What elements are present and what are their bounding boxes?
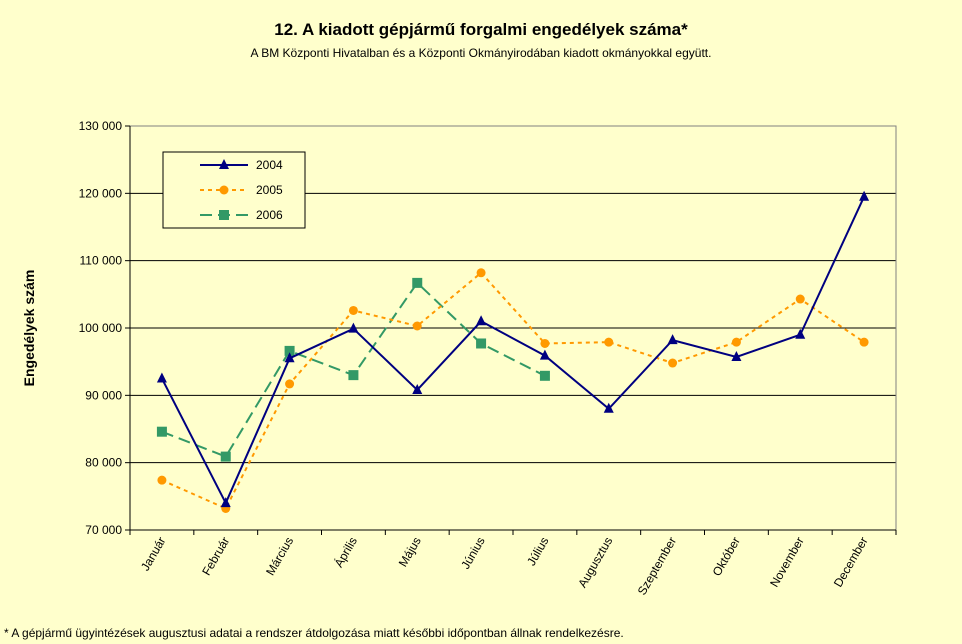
y-tick-label: 70 000 bbox=[85, 523, 122, 537]
x-tick-label: Február bbox=[199, 535, 232, 578]
x-tick-label: Március bbox=[263, 535, 296, 578]
y-tick-label: 80 000 bbox=[85, 456, 122, 470]
data-point bbox=[348, 370, 359, 381]
x-tick-label: December bbox=[831, 535, 871, 590]
data-point bbox=[731, 350, 742, 361]
y-axis-label: Engedélyek szám bbox=[21, 270, 37, 387]
data-point bbox=[859, 337, 869, 347]
data-point bbox=[540, 338, 550, 348]
legend-item-2006: 2006 bbox=[200, 208, 283, 222]
y-tick-label: 90 000 bbox=[85, 388, 122, 402]
series-2004 bbox=[156, 190, 870, 508]
x-tick-label: Június bbox=[458, 535, 487, 572]
data-point bbox=[219, 185, 229, 195]
x-tick-label: Július bbox=[524, 535, 551, 569]
data-point bbox=[157, 475, 167, 485]
series-2005 bbox=[157, 268, 869, 513]
legend-label: 2006 bbox=[256, 208, 283, 222]
data-point bbox=[284, 345, 295, 356]
x-tick-label: Május bbox=[396, 535, 424, 570]
gridlines bbox=[130, 192, 896, 464]
data-point bbox=[412, 383, 423, 394]
data-point bbox=[539, 370, 550, 381]
data-point bbox=[539, 349, 550, 360]
y-tick-label: 100 000 bbox=[79, 321, 123, 335]
data-point bbox=[219, 159, 229, 169]
x-tick-label: Április bbox=[331, 534, 360, 570]
x-tick-label: Augusztus bbox=[575, 535, 615, 591]
series-line bbox=[161, 196, 865, 506]
data-point bbox=[284, 352, 295, 363]
y-tick-label: 130 000 bbox=[79, 119, 123, 133]
data-point bbox=[348, 322, 359, 333]
series-layer bbox=[156, 190, 870, 513]
data-point bbox=[731, 337, 741, 347]
y-tick-label: 110 000 bbox=[80, 254, 123, 268]
data-point bbox=[476, 268, 486, 278]
data-point bbox=[604, 337, 614, 347]
data-point bbox=[412, 277, 423, 288]
data-point bbox=[667, 334, 678, 345]
data-point bbox=[156, 372, 167, 383]
legend-label: 2005 bbox=[256, 183, 283, 197]
chart-subtitle: A BM Központi Hivatalban és a Központi O… bbox=[250, 46, 712, 60]
data-point bbox=[603, 402, 614, 413]
series-line bbox=[161, 271, 865, 510]
chart-title: 12. A kiadott gépjármű forgalmi engedély… bbox=[274, 20, 688, 39]
data-point bbox=[795, 294, 805, 304]
x-tick-label: November bbox=[767, 535, 807, 590]
legend-item-2005: 2005 bbox=[200, 183, 283, 197]
data-point bbox=[285, 379, 295, 389]
legend: 2004 2005 2006 bbox=[162, 151, 306, 229]
data-point bbox=[476, 315, 487, 326]
x-tick-label: Szeptember bbox=[635, 535, 679, 598]
legend-item-2004: 2004 bbox=[200, 158, 283, 172]
data-point bbox=[476, 338, 487, 349]
data-point bbox=[348, 305, 358, 315]
legend-label: 2004 bbox=[256, 158, 283, 172]
x-tick-label: Október bbox=[710, 534, 743, 578]
data-point bbox=[219, 210, 229, 220]
data-point bbox=[220, 497, 231, 508]
data-point bbox=[220, 451, 231, 462]
data-point bbox=[795, 328, 806, 339]
y-tick-label: 120 000 bbox=[79, 186, 123, 200]
data-point bbox=[859, 190, 870, 201]
data-point bbox=[668, 358, 678, 368]
footnote: * A gépjármű ügyintézések augusztusi ada… bbox=[4, 626, 624, 640]
data-point bbox=[412, 321, 422, 331]
series-2006 bbox=[156, 277, 550, 462]
data-point bbox=[156, 426, 167, 437]
x-tick-label: Január bbox=[138, 535, 168, 574]
